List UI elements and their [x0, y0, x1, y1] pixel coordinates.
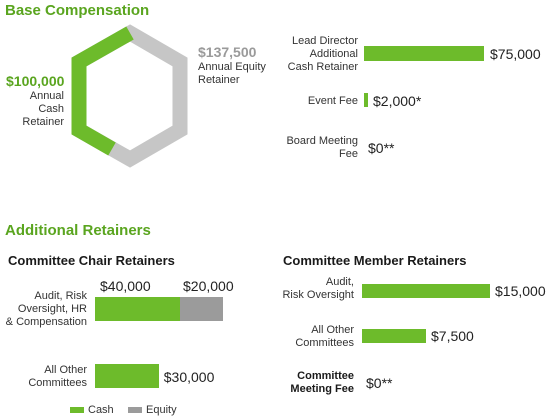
hexagon-cash-segment [71, 26, 134, 156]
member-audit-bar [362, 284, 490, 298]
member-other-bar [362, 329, 426, 343]
legend-cash-swatch [70, 407, 84, 413]
additional-retainers-title: Additional Retainers [5, 222, 151, 239]
base-compensation-title: Base Compensation [5, 2, 150, 19]
event-fee-value: $2,000* [373, 93, 422, 109]
member-other-value: $7,500 [431, 328, 474, 344]
chair-other-cash-bar [95, 364, 159, 388]
board-meeting-fee-label-line1: Board Meeting [286, 135, 358, 147]
chair-other-cash-value: $30,000 [163, 369, 215, 385]
chair-audit-cash-bar [95, 297, 180, 321]
equity-retainer-label-line2: Retainer [198, 74, 240, 86]
member-other-label-line2: Committees [295, 337, 354, 349]
legend-equity-label: Equity [146, 404, 177, 416]
equity-retainer-label: Annual Equity Retainer [198, 61, 266, 87]
member-meeting-fee-label-line1: Committee [297, 370, 354, 382]
chair-audit-cash-value: $40,000 [100, 278, 151, 294]
member-audit-label-line2: Risk Oversight [282, 289, 354, 301]
member-other-label: All Other Committees [262, 324, 354, 350]
chair-audit-equity-value: $20,000 [183, 278, 234, 294]
lead-director-label: Lead Director Additional Cash Retainer [270, 35, 358, 74]
member-meeting-fee-label: Committee Meeting Fee [262, 370, 354, 396]
cash-retainer-amount: $100,000 [6, 73, 65, 89]
lead-director-value: $75,000 [490, 46, 541, 62]
chair-audit-equity-bar [180, 297, 223, 321]
event-fee-label: Event Fee [307, 95, 358, 107]
lead-director-label-line1: Lead Director [291, 35, 358, 47]
chair-audit-label-line2: Oversight, HR [17, 303, 87, 315]
chair-other-label-line2: Committees [28, 377, 87, 389]
member-audit-label: Audit, Risk Oversight [262, 276, 354, 302]
legend-cash-label: Cash [88, 404, 114, 416]
cash-retainer-label: Annual Cash Retainer [4, 90, 64, 129]
member-other-label-line1: All Other [311, 324, 354, 336]
board-meeting-fee-label: Board Meeting Fee [270, 135, 358, 161]
chair-other-label: All Other Committees [2, 364, 87, 390]
member-meeting-fee-value: $0** [366, 375, 393, 391]
member-meeting-fee-label-line2: Meeting Fee [290, 383, 354, 395]
chair-other-label-line1: All Other [44, 364, 87, 376]
event-fee-bar [364, 93, 368, 107]
lead-director-label-line2: Additional [309, 48, 358, 60]
committee-chair-title: Committee Chair Retainers [8, 253, 175, 268]
board-meeting-fee-label-line2: Fee [339, 148, 358, 160]
member-audit-label-line1: Audit, [325, 276, 354, 288]
cash-retainer-label-line2: Retainer [22, 116, 64, 128]
board-meeting-fee-value: $0** [368, 140, 395, 156]
lead-director-bar [364, 46, 484, 61]
chair-audit-label-line3: & Compensation [5, 316, 87, 328]
chair-audit-label-line1: Audit, Risk [34, 290, 87, 302]
equity-retainer-amount: $137,500 [198, 44, 257, 60]
member-audit-value: $15,000 [495, 283, 546, 299]
committee-member-title: Committee Member Retainers [283, 253, 467, 268]
lead-director-label-line3: Cash Retainer [287, 61, 358, 73]
equity-retainer-label-line1: Annual Equity [198, 61, 266, 73]
cash-retainer-label-line1: Annual Cash [29, 90, 64, 115]
legend-equity-swatch [128, 407, 142, 413]
chair-audit-label: Audit, Risk Oversight, HR & Compensation [2, 290, 87, 329]
